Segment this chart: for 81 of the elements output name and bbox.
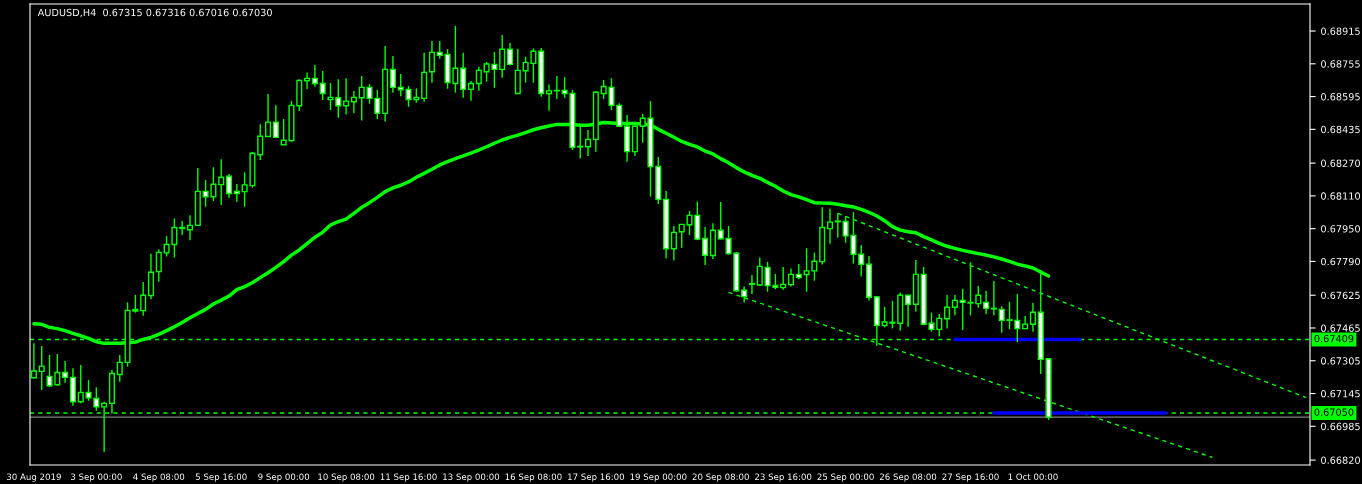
y-tick-label: 0.67790 xyxy=(1321,257,1360,266)
candlestick xyxy=(951,294,958,316)
x-tick-label: 30 Aug 2019 xyxy=(6,473,61,482)
candlestick xyxy=(389,55,396,94)
x-tick-label: 16 Sep 08:00 xyxy=(505,473,562,482)
candlestick xyxy=(826,208,834,245)
y-tick-label: 0.68595 xyxy=(1321,93,1360,101)
candlestick xyxy=(467,80,475,102)
y-tick-label: 0.66985 xyxy=(1321,422,1360,431)
candlestick xyxy=(936,313,943,338)
y-tick-label: 0.68915 xyxy=(1321,27,1360,35)
candlestick xyxy=(272,104,279,139)
x-tick-label: 3 Sep 00:00 xyxy=(71,473,122,482)
candlestick xyxy=(460,52,467,99)
x-tick-label: 1 Oct 00:00 xyxy=(1008,473,1058,480)
y-tick-label: 0.67950 xyxy=(1321,225,1360,233)
candlestick xyxy=(319,70,326,101)
candlestick xyxy=(756,256,763,287)
y-tick-label: 0.67465 xyxy=(1321,324,1360,332)
candlestick xyxy=(585,129,592,157)
x-tick-label: 11 Sep 16:00 xyxy=(380,473,437,482)
candlestick xyxy=(944,294,951,330)
candlestick xyxy=(186,214,194,241)
candlestick xyxy=(702,226,709,266)
x-tick-label: 4 Sep 08:00 xyxy=(133,473,185,482)
candlestick xyxy=(717,201,724,241)
x-tick-label: 20 Sep 08:00 xyxy=(692,473,749,482)
candlestick xyxy=(858,244,865,278)
y-tick-label: 0.68435 xyxy=(1321,125,1360,134)
candlestick xyxy=(218,158,225,206)
x-tick-label: 27 Sep 16:00 xyxy=(942,473,999,482)
ref-line-label: 0.67050 xyxy=(1314,408,1354,416)
y-tick-label: 0.68755 xyxy=(1321,60,1360,68)
x-tick-label: 17 Sep 16:00 xyxy=(568,473,625,482)
candlestick xyxy=(225,173,233,199)
candlestick xyxy=(77,364,84,405)
candlestick xyxy=(428,40,435,84)
candlestick xyxy=(38,345,45,391)
candlestick xyxy=(233,183,240,203)
candlestick xyxy=(155,248,162,283)
candlestick xyxy=(397,73,404,97)
candlestick xyxy=(140,281,147,317)
candlestick xyxy=(553,75,560,100)
candlestick xyxy=(62,360,69,384)
y-tick-label: 0.68270 xyxy=(1321,159,1360,167)
candlestick xyxy=(257,123,264,161)
candlestick xyxy=(983,290,990,315)
y-tick-label: 0.67305 xyxy=(1321,357,1360,365)
candlestick xyxy=(545,83,553,112)
candlestick xyxy=(499,34,506,79)
candlestick xyxy=(265,93,272,138)
candlestick xyxy=(116,354,123,383)
x-tick-label: 13 Sep 00:00 xyxy=(443,473,500,482)
y-tick-label: 0.67625 xyxy=(1321,291,1360,300)
chart-title: AUDUSD,H4 0.67315 0.67316 0.67016 0.67030 xyxy=(37,8,272,18)
x-tick-label: 10 Sep 08:00 xyxy=(318,473,375,482)
candlestick xyxy=(748,274,755,295)
candlestick xyxy=(905,294,912,328)
y-tick-label: 0.68110 xyxy=(1321,192,1360,200)
candlestick xyxy=(670,225,677,262)
x-tick-label: 23 Sep 16:00 xyxy=(755,473,812,482)
candlestick xyxy=(990,280,997,316)
candlestick xyxy=(311,64,318,88)
candlestick xyxy=(787,267,795,288)
candlestick xyxy=(1029,302,1036,333)
x-tick-label: 26 Sep 08:00 xyxy=(879,473,937,482)
candlestick xyxy=(30,342,37,380)
candlestick xyxy=(780,266,787,291)
x-tick-label: 5 Sep 16:00 xyxy=(195,473,247,482)
ref-line-label: 0.67409 xyxy=(1314,334,1354,343)
candlestick xyxy=(577,125,584,160)
y-tick-label: 0.67145 xyxy=(1321,390,1360,398)
x-tick-label: 19 Sep 00:00 xyxy=(630,473,687,482)
candlestick xyxy=(350,90,357,114)
candlestick xyxy=(343,77,350,116)
y-tick-label: 0.66820 xyxy=(1321,456,1360,464)
x-tick-label: 9 Sep 00:00 xyxy=(258,473,310,482)
candlestick xyxy=(475,65,482,92)
x-tick-label: 25 Sep 00:00 xyxy=(817,473,874,482)
candlestick xyxy=(147,253,155,301)
candlestick xyxy=(514,48,521,95)
